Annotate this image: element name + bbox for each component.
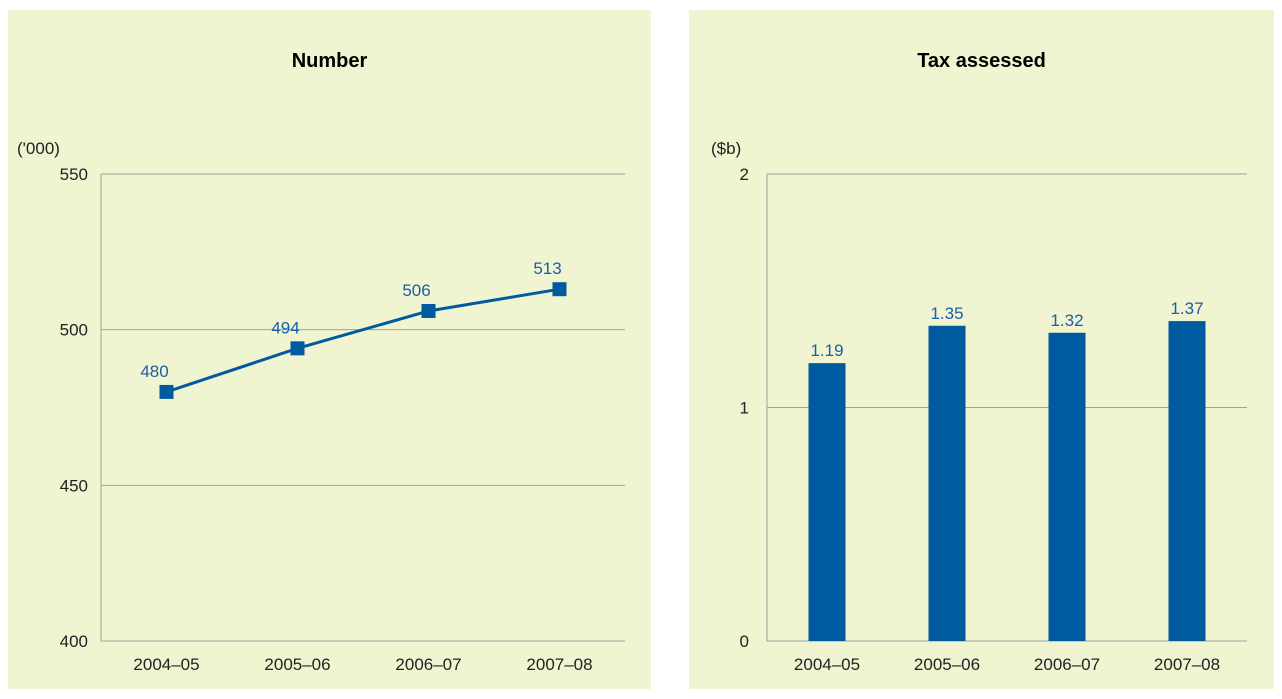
number-chart-panel: Number ('000) 400 450 500 550 2004–05 2005–06 2…: [8, 10, 651, 689]
data-label: 513: [533, 259, 561, 278]
y-axis-unit-label: ('000): [17, 139, 60, 158]
data-label: 1.35: [930, 304, 963, 323]
x-tick-label: 2004–05: [133, 655, 199, 674]
x-tick-label: 2005–06: [264, 655, 330, 674]
data-point-marker: [421, 303, 436, 318]
data-point-marker: [552, 282, 567, 297]
data-label: 480: [140, 362, 168, 381]
y-tick-label: 450: [60, 476, 88, 495]
bar: [928, 325, 966, 641]
tax-assessed-bar-chart: ($b) 0 1 2 2004–05 2005–06 2006–07 2007–08 1.19 1…: [711, 139, 1247, 674]
x-tick-label: 2005–06: [914, 655, 980, 674]
data-label: 1.32: [1050, 311, 1083, 330]
chart-title: Tax assessed: [917, 50, 1046, 72]
bar: [1048, 332, 1086, 641]
series-line: [166, 287, 560, 394]
x-tick-label: 2006–07: [395, 655, 461, 674]
chart-title: Number: [291, 50, 368, 72]
data-label: 506: [402, 281, 430, 300]
x-tick-label: 2007–08: [1154, 655, 1220, 674]
y-tick-label: 1: [740, 399, 749, 418]
data-label: 494: [271, 318, 299, 337]
y-tick-label: 2: [740, 165, 749, 184]
bar: [1168, 321, 1206, 641]
number-line-chart: ('000) 400 450 500 550 2004–05 2005–06 2006–07 2…: [17, 139, 625, 674]
y-tick-label: 550: [60, 165, 88, 184]
y-axis-unit-label: ($b): [711, 139, 741, 158]
data-point-marker: [159, 384, 174, 399]
x-tick-label: 2004–05: [794, 655, 860, 674]
data-label: 1.19: [810, 341, 843, 360]
tax-assessed-chart-panel: Tax assessed ($b) 0 1 2 2004–05 2005–06 2006–0…: [689, 10, 1274, 689]
y-tick-label: 0: [740, 632, 749, 651]
data-point-marker: [290, 341, 305, 356]
y-tick-label: 400: [60, 632, 88, 651]
x-tick-label: 2006–07: [1034, 655, 1100, 674]
bar: [808, 363, 846, 641]
y-tick-label: 500: [60, 321, 88, 340]
data-label: 1.37: [1170, 299, 1203, 318]
x-tick-label: 2007–08: [526, 655, 592, 674]
